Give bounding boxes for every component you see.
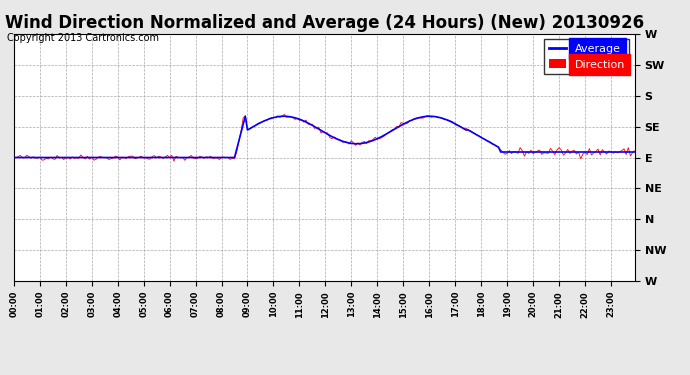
- Text: Copyright 2013 Cartronics.com: Copyright 2013 Cartronics.com: [7, 33, 159, 43]
- Legend: Average, Direction: Average, Direction: [544, 39, 629, 74]
- Title: Wind Direction Normalized and Average (24 Hours) (New) 20130926: Wind Direction Normalized and Average (2…: [5, 14, 644, 32]
